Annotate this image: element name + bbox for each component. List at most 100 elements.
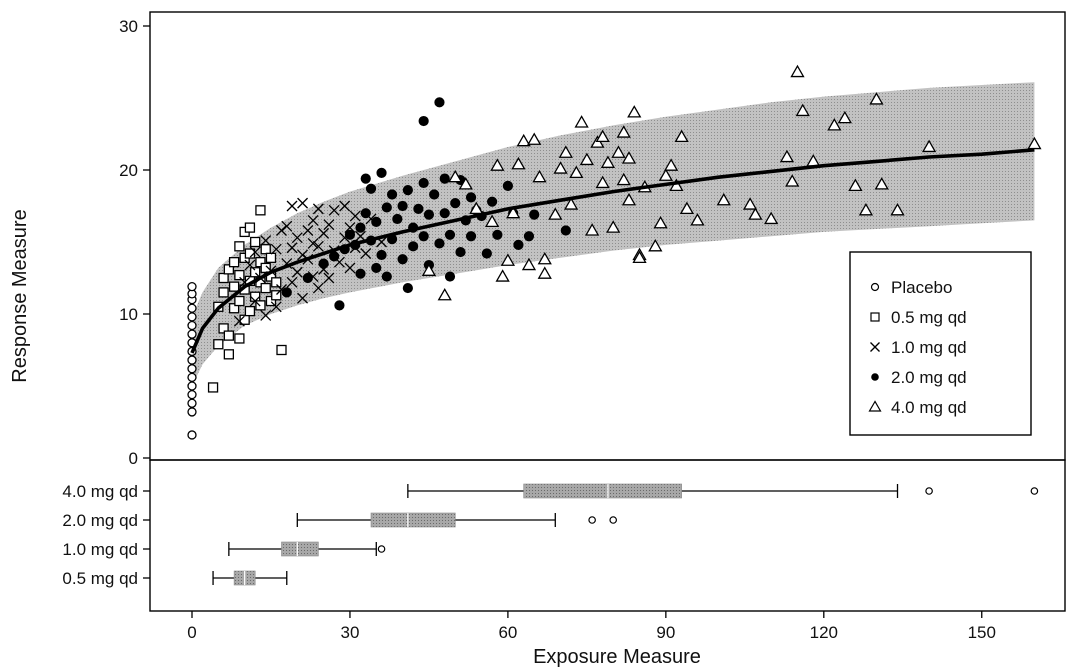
data-point — [487, 196, 498, 207]
x-tick-label: 150 — [968, 623, 996, 642]
iqr-box — [523, 483, 682, 499]
legend-marker — [868, 400, 882, 412]
y-tick-label: 20 — [119, 161, 138, 180]
outlier-point — [609, 516, 618, 524]
data-point — [228, 281, 240, 292]
data-point — [444, 229, 456, 240]
legend-label: 0.5 mg qd — [891, 308, 967, 327]
data-point — [355, 222, 366, 233]
data-point — [408, 241, 419, 252]
data-point — [469, 201, 484, 215]
x-tick-label: 30 — [340, 623, 359, 642]
boxplot-row: 0.5 mg qd — [62, 569, 288, 588]
data-point — [281, 287, 292, 298]
data-point — [250, 291, 261, 302]
data-point — [484, 214, 500, 227]
data-point — [521, 257, 537, 271]
data-point — [265, 295, 277, 307]
data-point — [569, 165, 584, 179]
data-point — [323, 272, 335, 284]
data-point — [187, 320, 197, 331]
y-axis-title: Response Measure — [9, 209, 31, 382]
legend-entry: 2.0 mg qd — [871, 368, 967, 387]
data-point — [270, 301, 282, 313]
data-point — [632, 250, 647, 263]
legend-label: 4.0 mg qd — [891, 398, 967, 417]
legend-marker — [870, 342, 880, 352]
data-point — [558, 145, 573, 158]
x-tick-label: 60 — [498, 623, 517, 642]
data-point — [271, 290, 282, 301]
legend-frame — [849, 251, 1032, 436]
data-point — [537, 251, 552, 265]
data-point — [616, 125, 631, 138]
data-point — [187, 355, 197, 365]
data-point — [218, 323, 229, 334]
data-point — [249, 246, 261, 258]
data-point — [244, 305, 256, 317]
data-point — [444, 271, 456, 282]
data-point — [795, 103, 810, 117]
box-category-label: 4.0 mg qd — [62, 482, 138, 501]
data-point — [271, 277, 282, 288]
data-point — [465, 231, 477, 242]
data-point — [827, 118, 842, 131]
data-point — [490, 158, 505, 171]
series-3 — [281, 97, 571, 311]
data-point — [234, 295, 245, 307]
x-axis-title: Exposure Measure — [533, 646, 701, 668]
data-point — [529, 209, 540, 220]
data-point — [187, 407, 197, 417]
legend: Placebo 0.5 mg qd 1.0 mg qd 2.0 mg qd 4.0 mg… — [849, 251, 1032, 436]
data-point — [307, 214, 319, 226]
iqr-box — [370, 512, 456, 528]
data-point — [921, 139, 937, 153]
legend-marker — [870, 312, 880, 322]
data-point — [260, 262, 271, 274]
data-point — [371, 216, 382, 227]
data-point — [506, 205, 521, 219]
box-category-label: 1.0 mg qd — [62, 540, 138, 559]
legend-entry: 1.0 mg qd — [870, 338, 967, 357]
data-point — [297, 197, 309, 209]
data-point — [663, 158, 679, 171]
data-point — [563, 197, 579, 210]
outlier-point — [1030, 487, 1039, 495]
iqr-box — [281, 541, 319, 557]
data-point — [187, 281, 197, 292]
data-point — [349, 210, 361, 222]
data-point — [848, 178, 863, 191]
outlier-point — [925, 487, 933, 495]
data-point — [260, 282, 271, 294]
data-point — [355, 268, 366, 279]
data-point — [418, 231, 429, 242]
data-point — [439, 208, 450, 219]
legend-entry: Placebo — [870, 278, 952, 297]
upper-panel: 0 10 20 30 — [119, 11, 1066, 468]
data-point — [392, 213, 403, 225]
data-point — [355, 230, 366, 242]
data-point — [307, 237, 319, 249]
data-point — [376, 167, 387, 178]
data-point — [187, 398, 197, 408]
fit-line — [190, 148, 1035, 354]
data-point — [360, 173, 371, 184]
legend-label: Placebo — [891, 278, 952, 297]
legend-label: 2.0 mg qd — [891, 368, 967, 387]
legend-entry: 0.5 mg qd — [870, 308, 967, 327]
data-point — [500, 253, 516, 266]
data-point — [286, 276, 298, 288]
lower-plot-frame — [149, 459, 1066, 612]
data-point — [323, 219, 335, 231]
data-point — [716, 192, 731, 206]
data-point — [365, 183, 377, 194]
data-point — [437, 287, 452, 301]
data-point — [516, 133, 531, 147]
legend-marker — [871, 373, 879, 381]
data-point — [260, 235, 272, 247]
data-point — [1027, 136, 1042, 150]
data-point — [548, 207, 563, 220]
data-point — [234, 269, 245, 281]
data-point — [250, 267, 261, 278]
data-point — [579, 152, 594, 166]
